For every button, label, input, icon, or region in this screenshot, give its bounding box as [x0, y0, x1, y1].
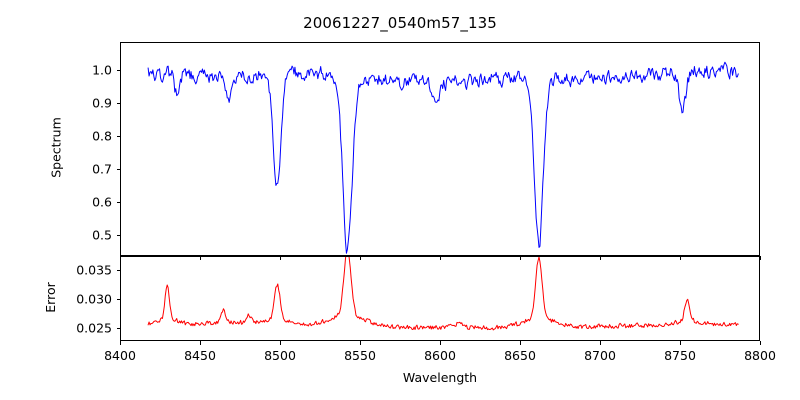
error-data-line: [148, 257, 738, 330]
error-x-tick-mark: [760, 341, 761, 345]
error-x-tick-mark: [520, 341, 521, 345]
spectrum-y-tick-mark: [116, 70, 120, 71]
spectrum-y-tick-mark: [116, 235, 120, 236]
error-y-tick-mark: [116, 328, 120, 329]
error-x-tick-mark: [360, 341, 361, 345]
x-tick-label: 8800: [744, 348, 776, 363]
spectrum-data-line: [148, 62, 738, 253]
spectrum-x-tick-mark: [280, 256, 281, 260]
x-tick-label: 8600: [424, 348, 456, 363]
spectrum-x-tick-mark: [520, 256, 521, 260]
page-title: 20061227_0540m57_135: [303, 14, 497, 32]
x-tick-label: 8500: [264, 348, 296, 363]
spectrum-x-tick-mark: [680, 256, 681, 260]
error-y-tick-label: 0.025: [76, 320, 112, 336]
error-x-tick-mark: [680, 341, 681, 345]
x-tick-label: 8450: [184, 348, 216, 363]
error-x-tick-mark: [600, 341, 601, 345]
spectrum-x-tick-mark: [760, 256, 761, 260]
spectrum-y-tick-mark: [116, 169, 120, 170]
error-axes: [120, 256, 760, 341]
error-y-axis-label: Error: [42, 281, 58, 313]
x-axis-label: Wavelength: [402, 370, 478, 385]
error-y-tick-label: 0.035: [76, 262, 112, 278]
error-x-tick-mark: [120, 341, 121, 345]
error-x-tick-mark: [200, 341, 201, 345]
error-plot-area: [121, 257, 759, 340]
x-tick-label: 8400: [104, 348, 136, 363]
spectrum-plot-area: [121, 43, 759, 255]
spectrum-y-tick-label: 0.8: [92, 128, 112, 144]
spectrum-x-tick-mark: [200, 256, 201, 260]
x-tick-label: 8700: [584, 348, 616, 363]
x-tick-label: 8650: [504, 348, 536, 363]
x-tick-label: 8750: [664, 348, 696, 363]
spectrum-y-tick-mark: [116, 136, 120, 137]
error-y-tick-mark: [116, 299, 120, 300]
spectrum-y-tick-label: 0.6: [92, 194, 112, 210]
spectrum-y-tick-label: 0.5: [92, 227, 112, 243]
x-tick-label: 8550: [344, 348, 376, 363]
spectrum-y-tick-label: 0.7: [92, 161, 112, 177]
spectrum-y-tick-mark: [116, 202, 120, 203]
spectrum-x-tick-mark: [600, 256, 601, 260]
spectrum-x-tick-mark: [440, 256, 441, 260]
spectrum-y-tick-label: 1.0: [92, 62, 112, 78]
spectrum-y-tick-label: 0.9: [92, 95, 112, 111]
spectrum-y-tick-mark: [116, 103, 120, 104]
spectrum-axes: [120, 42, 760, 256]
error-y-tick-mark: [116, 270, 120, 271]
error-x-tick-mark: [440, 341, 441, 345]
spectrum-x-tick-mark: [360, 256, 361, 260]
error-x-tick-mark: [280, 341, 281, 345]
error-y-tick-label: 0.030: [76, 291, 112, 307]
